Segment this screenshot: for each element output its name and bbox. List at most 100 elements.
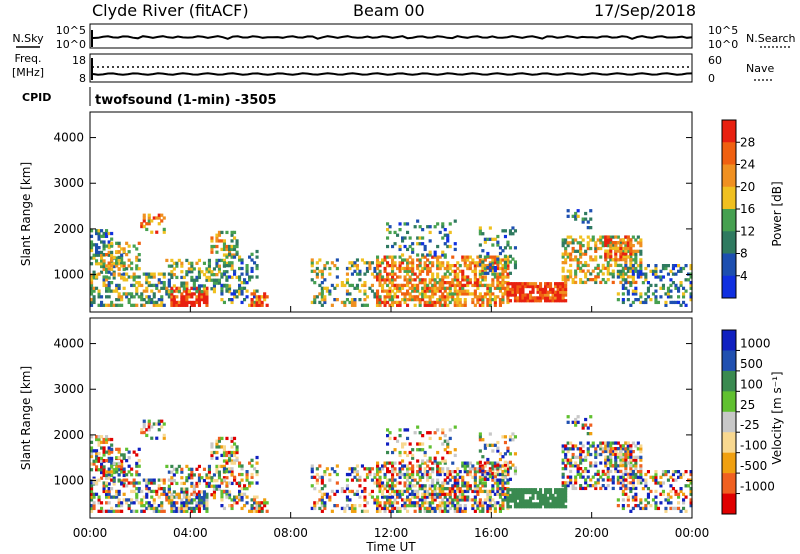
power-cell xyxy=(666,272,671,276)
velocity-colorbar-tick-label: 500 xyxy=(740,357,763,371)
velocity-cell xyxy=(132,489,136,494)
beam-title: Beam 00 xyxy=(353,1,425,20)
power-cell xyxy=(579,269,583,273)
power-cell xyxy=(594,241,598,245)
power-cell xyxy=(255,249,259,254)
power-cell xyxy=(621,286,625,290)
velocity-cell xyxy=(150,504,154,508)
velocity-cell xyxy=(531,493,535,498)
velocity-cell xyxy=(376,481,380,485)
velocity-cell xyxy=(629,452,633,456)
velocity-cell xyxy=(478,460,482,464)
velocity-cell xyxy=(473,470,477,474)
power-cell xyxy=(102,253,106,257)
power-cell xyxy=(222,244,227,249)
velocity-cell xyxy=(350,478,355,482)
power-cell xyxy=(639,258,643,262)
velocity-cell xyxy=(107,501,111,505)
velocity-cell xyxy=(566,415,570,419)
velocity-cell xyxy=(586,450,590,454)
velocity-cell xyxy=(192,509,196,513)
velocity-cell xyxy=(508,493,513,498)
power-cell xyxy=(353,303,357,307)
power-cell xyxy=(416,264,420,268)
velocity-cell xyxy=(436,506,440,511)
velocity-cell xyxy=(253,495,257,499)
power-cell xyxy=(596,238,600,242)
velocity-cell xyxy=(493,481,497,485)
power-cell xyxy=(92,289,96,293)
velocity-cell xyxy=(621,461,625,465)
power-cell xyxy=(551,290,555,294)
velocity-cell xyxy=(112,482,116,486)
velocity-cell xyxy=(320,495,324,499)
power-cell xyxy=(240,261,244,265)
velocity-cell xyxy=(426,464,430,468)
velocity-cell xyxy=(205,473,209,477)
velocity-cell xyxy=(471,489,475,494)
power-cell xyxy=(120,303,124,307)
power-cell xyxy=(516,287,520,292)
power-cell xyxy=(679,266,683,271)
power-cell xyxy=(666,292,671,296)
velocity-cell xyxy=(353,506,357,511)
power-cell xyxy=(433,281,437,285)
power-cell xyxy=(115,241,119,245)
velocity-cell xyxy=(157,487,161,491)
power-cell xyxy=(217,264,222,268)
power-cell xyxy=(391,272,395,276)
velocity-cell xyxy=(559,496,563,500)
velocity-cell xyxy=(350,470,355,474)
power-cell xyxy=(559,282,563,286)
power-cell xyxy=(140,298,144,302)
power-cell xyxy=(90,281,94,285)
velocity-cell xyxy=(393,461,397,465)
power-cell xyxy=(428,286,432,290)
power-cell xyxy=(536,290,540,294)
velocity-cell xyxy=(230,472,234,477)
power-cell xyxy=(383,278,387,282)
velocity-cell xyxy=(145,495,149,499)
velocity-cell xyxy=(215,445,219,449)
power-cell xyxy=(481,258,485,262)
velocity-cell xyxy=(403,442,407,446)
power-cell xyxy=(398,286,402,290)
velocity-cell xyxy=(90,509,94,513)
velocity-cell xyxy=(328,472,332,477)
velocity-cell xyxy=(433,492,437,496)
power-cell xyxy=(393,272,397,276)
power-cell xyxy=(581,238,585,242)
power-cell xyxy=(210,273,214,277)
power-cell xyxy=(503,289,508,293)
velocity-cell xyxy=(340,506,344,511)
velocity-cell xyxy=(107,476,111,480)
velocity-cell xyxy=(569,475,573,479)
velocity-cell xyxy=(150,436,154,440)
y-tick-label: 3000 xyxy=(53,176,84,190)
velocity-cell xyxy=(220,489,224,494)
velocity-cell xyxy=(506,505,510,509)
velocity-cell xyxy=(416,448,420,452)
power-cell xyxy=(687,278,691,282)
power-cell xyxy=(443,228,447,232)
velocity-cell xyxy=(488,432,492,436)
power-cell xyxy=(222,258,227,263)
power-cell xyxy=(145,272,149,276)
power-cell xyxy=(501,266,505,271)
velocity-cell xyxy=(245,475,249,479)
velocity-cell xyxy=(248,484,252,488)
power-cell xyxy=(601,272,605,276)
power-cell xyxy=(561,261,565,265)
velocity-cell xyxy=(215,464,219,469)
power-cell xyxy=(584,280,588,285)
velocity-cell xyxy=(478,509,482,513)
power-cell xyxy=(554,282,558,286)
velocity-cell xyxy=(117,504,121,508)
power-cell xyxy=(90,298,94,302)
velocity-cell xyxy=(431,467,435,471)
velocity-cell xyxy=(152,498,156,502)
power-cell xyxy=(318,283,322,288)
velocity-cell xyxy=(328,498,332,502)
velocity-cell xyxy=(152,501,156,505)
power-cell xyxy=(393,230,397,235)
